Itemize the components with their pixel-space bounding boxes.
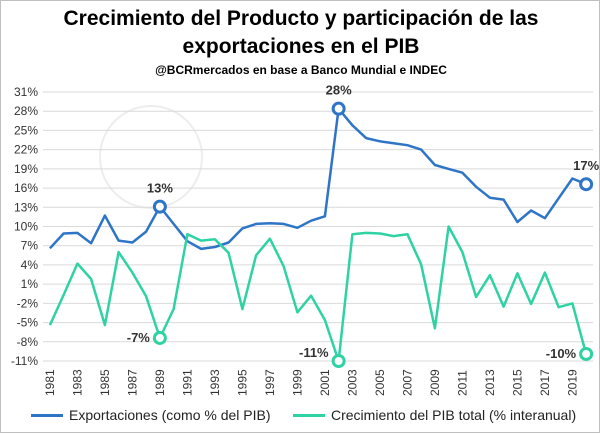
legend-swatch-exportaciones: [31, 413, 63, 417]
annotation-marker: [152, 330, 167, 345]
annotation-marker: [579, 177, 594, 192]
x-tick-label: 1991: [180, 369, 194, 396]
y-tick-label: 28%: [14, 104, 38, 118]
y-tick-label: 4%: [21, 258, 39, 272]
x-tick-label: 2015: [510, 369, 524, 396]
series-line-crecimiento-pib: [48, 225, 588, 363]
legend-label-exportaciones: Exportaciones (como % del PIB): [69, 407, 271, 423]
y-tick-label: 22%: [14, 143, 38, 157]
bolsa-comercio-rosario-seal-watermark: [99, 105, 203, 209]
y-tick-label: 31%: [14, 85, 38, 99]
x-tick-label: 2007: [400, 369, 414, 396]
x-tick-label: 1997: [263, 369, 277, 396]
x-tick-label: 1981: [43, 369, 57, 396]
y-tick-label: 19%: [14, 162, 38, 176]
annotation-label: -7%: [127, 330, 151, 345]
x-tick-label: 1993: [208, 369, 222, 396]
chart-subtitle: @BCRmercados en base a Banco Mundial e I…: [155, 63, 447, 77]
annotation-marker: [152, 199, 167, 214]
y-tick-label: -11%: [11, 354, 38, 368]
x-tick-label: 2005: [373, 369, 387, 396]
y-tick-label: 16%: [14, 181, 38, 195]
legend-swatch-crecimiento-pib: [293, 413, 325, 417]
x-tick-label: 1985: [98, 369, 112, 396]
legend-item-exportaciones: Exportaciones (como % del PIB): [31, 405, 271, 425]
x-tick-label: 2011: [455, 370, 469, 396]
legend-item-crecimiento-pib: Crecimiento del PIB total (% interanual): [293, 405, 576, 425]
annotation-label: -11%: [299, 345, 329, 360]
x-tick-label: 2001: [318, 369, 332, 396]
y-tick-label: 1%: [21, 277, 39, 291]
annotation-label: 13%: [147, 181, 173, 196]
legend-label-crecimiento-pib: Crecimiento del PIB total (% interanual): [331, 407, 577, 423]
y-tick-label: -8%: [17, 335, 39, 349]
x-tick-label: 2013: [483, 369, 497, 396]
y-tick-label: 7%: [21, 239, 39, 253]
chart-title-line-1: Crecimiento del Producto y participación…: [63, 7, 539, 30]
y-tick-label: 25%: [14, 123, 38, 137]
annotation-label: 28%: [326, 83, 352, 98]
x-tick-label: 1983: [70, 369, 84, 396]
x-tick-label: 1999: [290, 369, 304, 396]
y-tick-label: -2%: [17, 296, 39, 310]
series-line-exportaciones: [48, 107, 587, 251]
annotation-label: 17%: [573, 158, 599, 173]
x-tick-label: 1989: [153, 369, 167, 396]
x-tick-label: 2009: [428, 369, 442, 396]
y-tick-label: 13%: [14, 200, 38, 214]
x-tick-label: 2017: [538, 369, 552, 396]
x-tick-label: 2019: [565, 369, 579, 396]
annotation-marker: [331, 101, 346, 116]
chart-title-line-2: exportaciones en el PIB: [182, 35, 420, 58]
x-tick-label: 1987: [125, 369, 139, 396]
annotation-marker: [331, 354, 346, 368]
x-tick-label: 1995: [235, 369, 249, 396]
y-tick-label: -5%: [17, 316, 39, 330]
annotation-label: -10%: [546, 346, 577, 361]
annotation-marker: [579, 346, 594, 361]
x-tick-label: 2003: [345, 369, 359, 396]
y-tick-label: 10%: [14, 220, 38, 234]
